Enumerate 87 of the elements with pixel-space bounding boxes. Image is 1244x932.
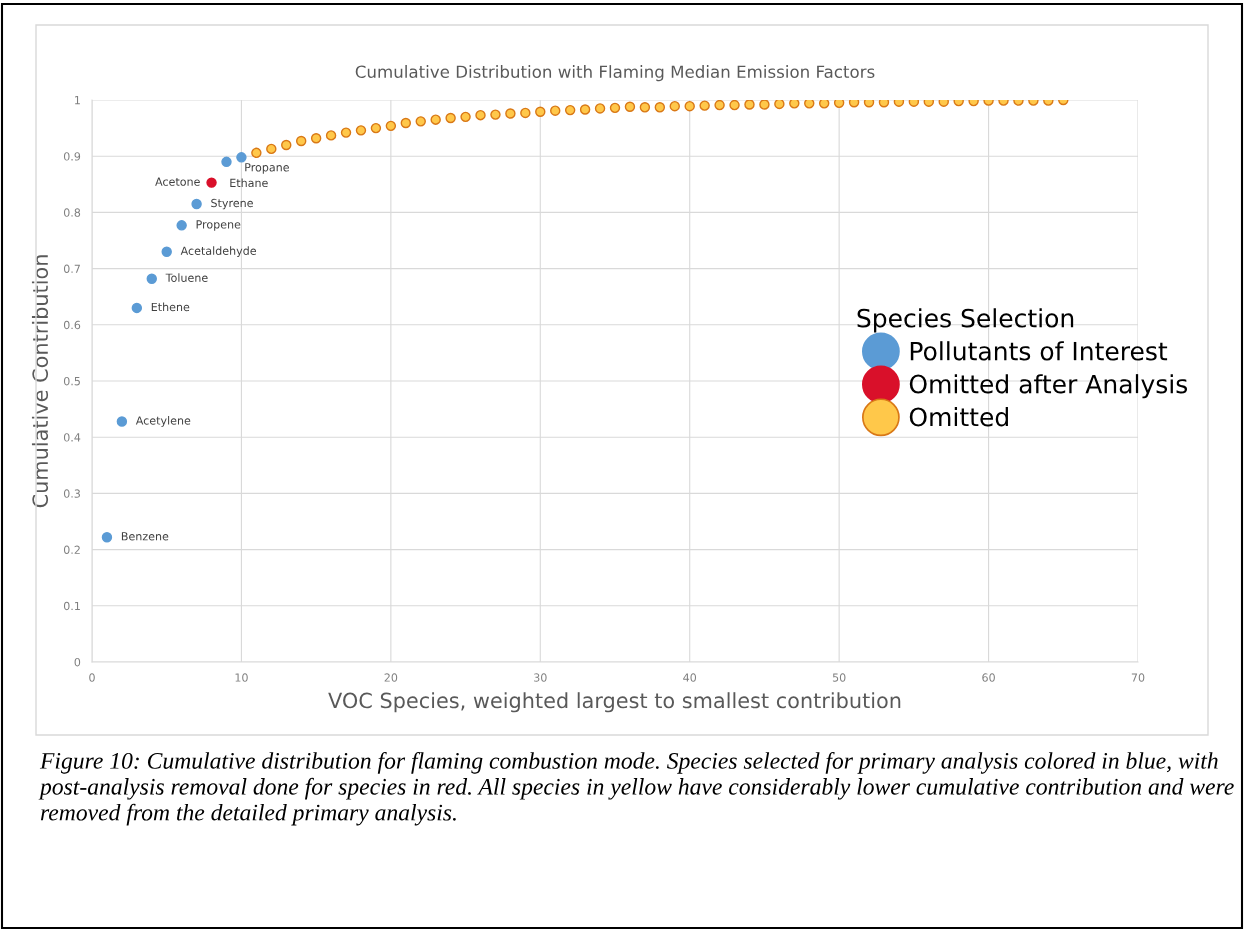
point — [579, 104, 591, 115]
point — [669, 100, 680, 112]
point — [191, 198, 202, 210]
point — [415, 116, 426, 127]
point — [505, 108, 516, 119]
point — [340, 127, 352, 138]
x-tick-label: 70 — [1131, 673, 1145, 682]
point — [789, 100, 800, 109]
point — [639, 102, 651, 113]
x-axis-title: VOC Species, weighted largest to smallest contribution — [328, 692, 901, 713]
y-tick-label: 0.1 — [63, 601, 80, 611]
point — [804, 100, 815, 109]
point — [490, 109, 501, 120]
legend-label: Omitted after Analysis — [909, 374, 1188, 399]
annotation: Toluene — [165, 273, 208, 282]
point — [594, 103, 606, 114]
point — [654, 102, 666, 113]
x-tick-label: 10 — [235, 673, 248, 682]
y-tick-label: 0.7 — [63, 264, 80, 273]
point — [281, 139, 292, 151]
y-tick-label: 0.3 — [63, 489, 80, 498]
x-tick-label: 30 — [534, 673, 547, 682]
point — [325, 130, 337, 141]
point — [101, 532, 113, 543]
y-tick-label: 0 — [74, 657, 81, 667]
x-tick-label: 60 — [982, 673, 995, 682]
point — [251, 147, 262, 159]
annotation: Propane — [245, 163, 289, 174]
point — [236, 152, 247, 163]
point — [206, 177, 217, 188]
point — [520, 107, 531, 119]
point — [400, 117, 412, 129]
point — [609, 102, 621, 114]
annotation: Acetaldehyde — [180, 246, 257, 258]
point — [744, 100, 755, 110]
y-tick-label: 0.5 — [63, 376, 80, 386]
y-tick-label: 1 — [75, 96, 80, 105]
point — [550, 105, 561, 116]
point — [714, 100, 725, 111]
y-tick-label: 0.6 — [63, 320, 81, 330]
y-tick-label: 0.9 — [63, 152, 81, 161]
x-tick-label: 20 — [384, 673, 398, 682]
point — [699, 100, 710, 111]
point — [266, 143, 277, 155]
point — [445, 112, 456, 124]
annotation: Acetylene — [135, 416, 191, 427]
point — [460, 111, 471, 123]
annotation: Acetone — [155, 177, 200, 186]
point — [116, 416, 128, 427]
legend-title: Species Selection — [857, 308, 1074, 333]
point — [295, 135, 307, 147]
point — [176, 220, 187, 231]
legend-label: Pollutants of Interest — [910, 341, 1168, 361]
y-tick-label: 0.4 — [63, 433, 81, 442]
legend-label: Omitted — [909, 407, 1008, 427]
y-axis-title: Cumulative Contribution — [31, 255, 49, 508]
annotation: Propene — [196, 220, 241, 231]
point — [370, 122, 382, 134]
point — [729, 100, 740, 111]
point — [564, 104, 576, 116]
chart-title: Cumulative Distribution with Flaming Median Emission Factors — [355, 65, 875, 82]
point — [355, 125, 367, 136]
x-tick-label: 50 — [832, 673, 846, 682]
point — [131, 302, 143, 314]
point — [430, 114, 441, 125]
caption: Figure 10: Cumulative distribution for flaming combustion mode. Species selected for primary analysis colored in blue, with post-analysis removal done for species in red. All species in yellow have considerably lower cumulative contribution and were removed from the detailed primary analysis. — [38, 752, 1234, 826]
point — [161, 246, 172, 257]
annotation: Styrene — [211, 198, 253, 210]
y-tick-label: 0.2 — [63, 545, 80, 554]
point — [833, 100, 845, 109]
point — [146, 273, 157, 284]
x-tick-label: 0 — [89, 673, 95, 682]
point — [624, 101, 636, 112]
point — [475, 109, 486, 121]
point — [535, 106, 546, 118]
point — [684, 100, 695, 112]
point — [818, 100, 830, 109]
y-tick-label: 0.8 — [63, 208, 81, 217]
annotation: Ethane — [230, 178, 268, 188]
point — [310, 133, 322, 144]
annotation: Benzene — [121, 532, 169, 541]
annotation: Ethene — [151, 302, 190, 312]
point — [774, 100, 785, 110]
point — [221, 156, 232, 168]
x-tick-label: 40 — [683, 673, 697, 682]
point — [759, 100, 770, 110]
point — [385, 120, 397, 132]
